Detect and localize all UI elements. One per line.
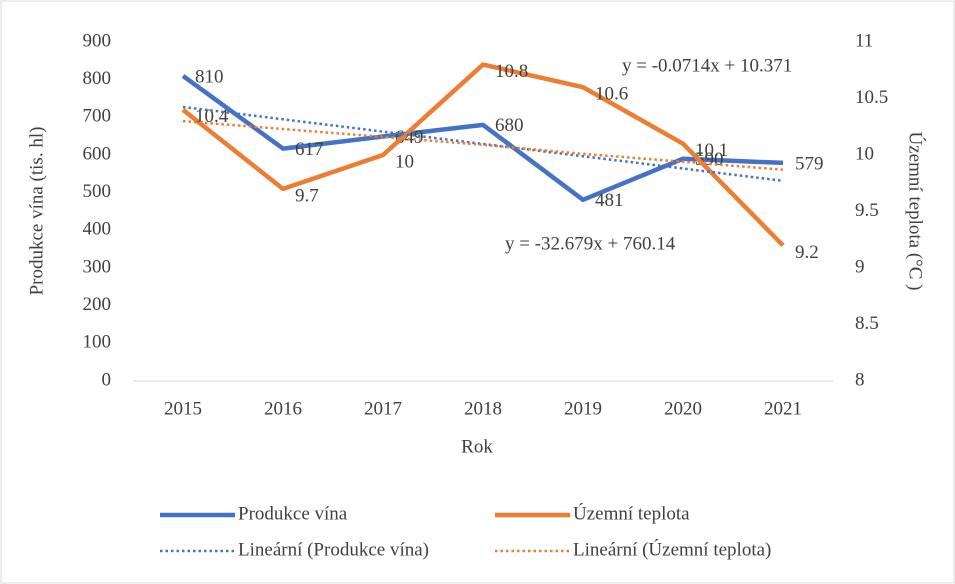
- y2-tick-label: 11: [855, 30, 873, 51]
- y-tick-label: 500: [83, 181, 112, 202]
- data-label: 10: [395, 151, 414, 172]
- trend-equation: y = -0.0714x + 10.371: [622, 55, 792, 76]
- y-tick-label: 700: [83, 106, 112, 127]
- y-tick-label: 300: [83, 256, 112, 277]
- series-line: [182, 119, 784, 171]
- y2-tick-label: 10: [855, 143, 874, 164]
- y-tick-label: 200: [83, 294, 112, 315]
- x-tick-label: 2018: [464, 398, 502, 419]
- series-line: [182, 105, 784, 183]
- x-tick-label: 2016: [264, 398, 302, 419]
- y-axis-title: Produkce vína (tis. hl): [26, 127, 47, 296]
- data-label: 617: [295, 139, 324, 160]
- legend-label: Lineární (Produkce vína): [238, 539, 429, 560]
- y2-axis-title: Územní teplota (°C ): [905, 131, 927, 290]
- y-tick-label: 600: [83, 143, 112, 164]
- x-axis-title: Rok: [461, 436, 493, 457]
- y-tick-label: 0: [102, 369, 112, 390]
- data-label: 10.1: [695, 140, 728, 161]
- x-tick-label: 2021: [764, 398, 802, 419]
- legend-label: Územní teplota: [573, 502, 690, 524]
- data-label: 10.6: [595, 84, 628, 105]
- x-tick-label: 2020: [664, 398, 702, 419]
- legend-label: Produkce vína: [238, 503, 348, 524]
- data-label: 9.2: [795, 242, 819, 263]
- y2-tick-label: 10.5: [855, 87, 888, 108]
- y2-tick-label: 9: [855, 256, 865, 277]
- y2-tick-label: 8: [855, 369, 865, 390]
- trend-equation: y = -32.679x + 760.14: [505, 233, 676, 254]
- y2-tick-label: 9.5: [855, 200, 879, 221]
- x-tick-label: 2017: [364, 398, 402, 419]
- x-tick-label: 2015: [164, 398, 202, 419]
- data-label: 680: [495, 115, 524, 136]
- data-label: 9.7: [295, 185, 319, 206]
- series-line: [181, 74, 784, 203]
- series-line: [181, 62, 785, 247]
- data-label: 649: [395, 127, 424, 148]
- y-tick-label: 900: [83, 30, 112, 51]
- y-tick-label: 100: [83, 332, 112, 353]
- x-tick-label: 2019: [564, 398, 602, 419]
- data-label: 579: [795, 153, 824, 174]
- data-label: 10.4: [195, 106, 229, 127]
- data-label: 810: [195, 66, 224, 87]
- legend-label: Lineární (Územní teplota): [573, 538, 771, 560]
- data-label: 481: [595, 190, 624, 211]
- data-label: 10.8: [495, 61, 528, 82]
- y-tick-label: 400: [83, 219, 112, 240]
- y-tick-label: 800: [83, 68, 112, 89]
- y2-tick-label: 8.5: [855, 313, 879, 334]
